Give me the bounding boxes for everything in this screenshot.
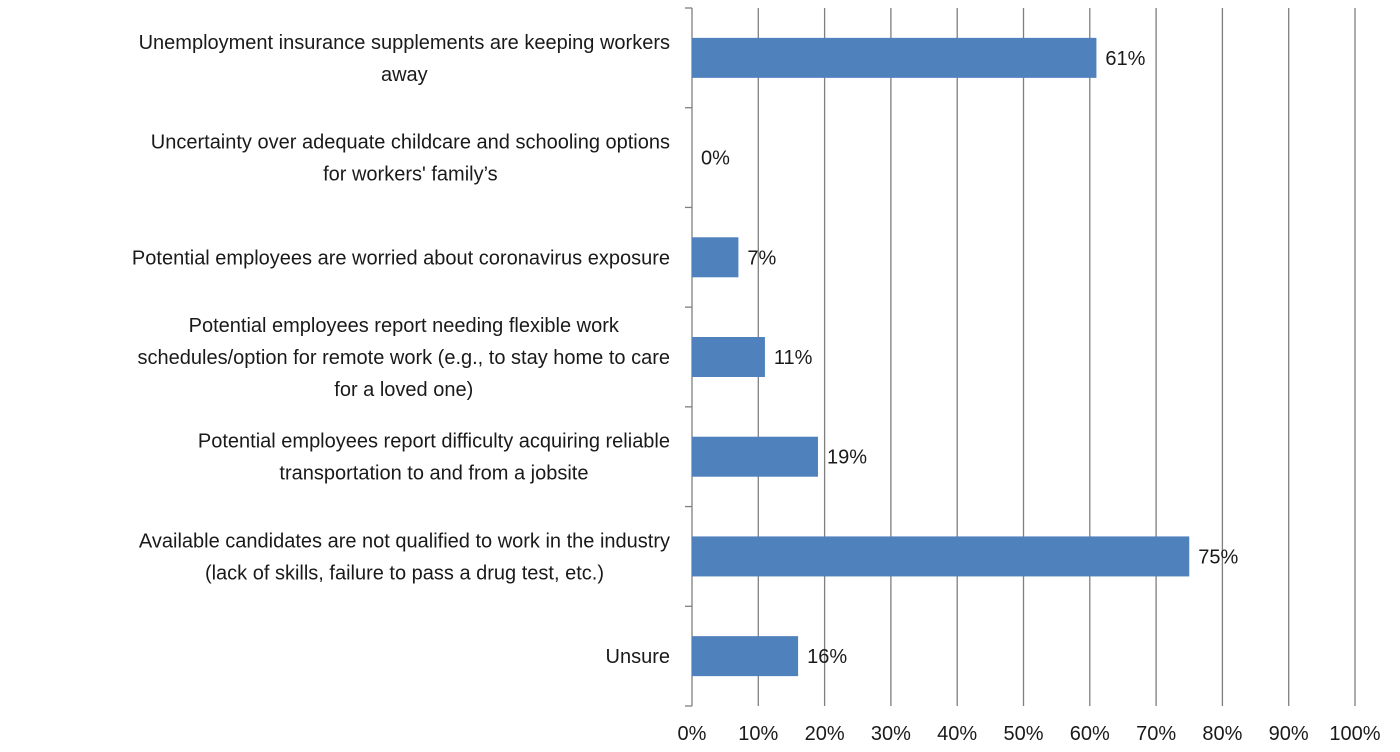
category-label: Potential employees are worried about co… (132, 247, 670, 269)
category-label: Potential employees report difficulty ac… (198, 431, 670, 453)
bar (692, 237, 739, 278)
bar (692, 536, 1190, 577)
x-tick-label: 70% (1136, 723, 1176, 745)
x-tick-label: 60% (1070, 723, 1110, 745)
x-tick-label: 0% (678, 723, 707, 745)
category-label: away (381, 64, 428, 86)
x-tick-label: 20% (805, 723, 845, 745)
bar (692, 436, 818, 477)
data-label: 7% (747, 247, 776, 269)
x-tick-label: 100% (1329, 723, 1380, 745)
category-label: schedules/option for remote work (e.g., … (138, 347, 670, 369)
category-label: Available candidates are not qualified t… (139, 530, 670, 552)
category-label: Unsure (606, 646, 670, 668)
bar (692, 337, 765, 377)
data-label: 75% (1198, 546, 1238, 568)
category-label: for a loved one) (334, 379, 473, 401)
x-tick-label: 40% (937, 723, 977, 745)
x-tick-label: 30% (871, 723, 911, 745)
x-tick-label: 80% (1202, 723, 1242, 745)
bar (692, 636, 799, 677)
bar (692, 37, 1097, 78)
category-label: Unemployment insurance supplements are k… (139, 32, 670, 54)
category-label: for workers' family’s (323, 164, 498, 186)
data-label: 0% (701, 148, 730, 170)
x-tick-label: 10% (738, 723, 778, 745)
x-tick-label: 90% (1269, 723, 1309, 745)
data-label: 16% (807, 646, 847, 668)
x-tick-label: 50% (1003, 723, 1043, 745)
category-label: transportation to and from a jobsite (279, 463, 588, 485)
data-label: 19% (827, 447, 867, 469)
category-label: Potential employees report needing flexi… (189, 315, 620, 337)
category-label: (lack of skills, failure to pass a drug … (205, 562, 604, 584)
data-label: 11% (774, 347, 813, 369)
data-label: 61% (1105, 48, 1145, 70)
category-label: Uncertainty over adequate childcare and … (151, 132, 670, 154)
